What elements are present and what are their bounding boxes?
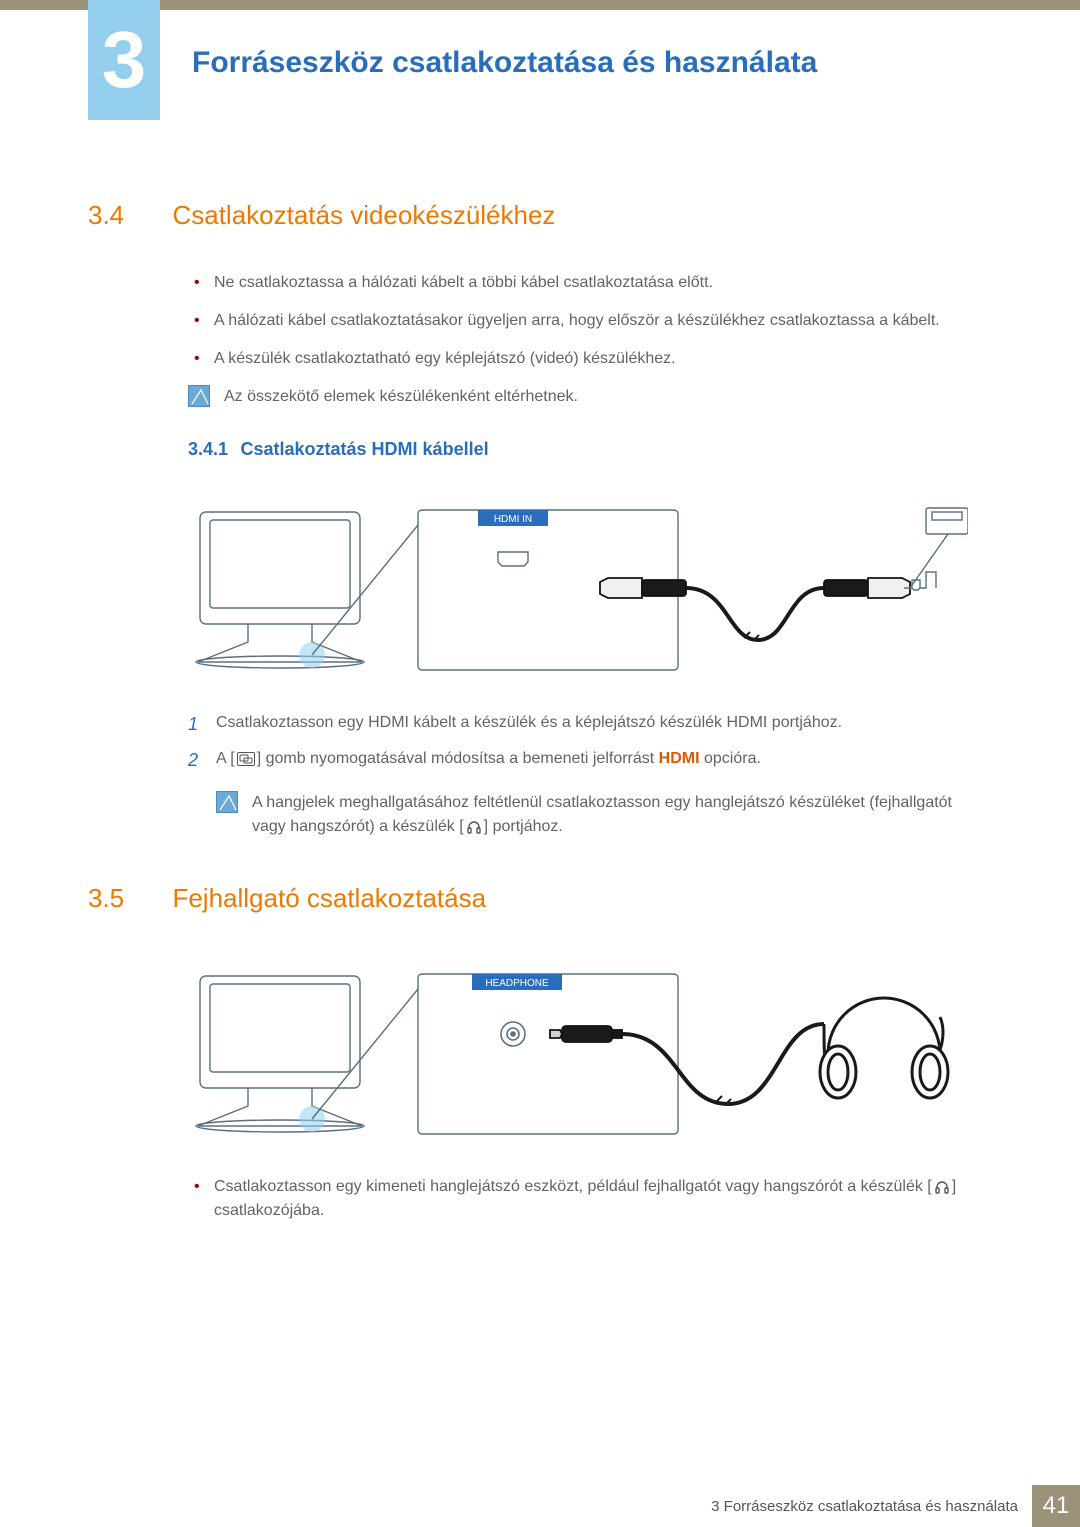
hdmi-diagram: HDMI IN bbox=[188, 490, 990, 685]
bullet-list: Ne csatlakoztassa a hálózati kábelt a tö… bbox=[88, 271, 990, 371]
section-number: 3.5 bbox=[88, 883, 168, 914]
list-item: Ne csatlakoztassa a hálózati kábelt a tö… bbox=[188, 271, 990, 295]
bullet-text-part: Csatlakoztasson egy kimeneti hanglejátsz… bbox=[214, 1178, 932, 1195]
note-row: A hangjelek meghallgatásához feltétlenül… bbox=[88, 791, 990, 839]
page-footer: 3 Forráseszköz csatlakoztatása és haszná… bbox=[0, 1485, 1080, 1527]
chapter-number-box: 3 bbox=[88, 0, 160, 120]
section-3-5-heading: 3.5 Fejhallgató csatlakoztatása bbox=[88, 883, 990, 914]
note-icon bbox=[188, 385, 210, 407]
step-item: 2 A [ ] gomb nyomogatásával módosítsa a b… bbox=[188, 747, 990, 771]
list-item: A hálózati kábel csatlakoztatásakor ügye… bbox=[188, 309, 990, 333]
subsection-number: 3.4.1 bbox=[188, 439, 228, 460]
headphone-port-label: HEADPHONE bbox=[485, 978, 549, 989]
chapter-title: Forráseszköz csatlakoztatása és használa… bbox=[88, 20, 1080, 80]
list-item: Csatlakoztasson egy kimeneti hanglejátsz… bbox=[188, 1175, 990, 1223]
source-button-icon bbox=[237, 752, 255, 766]
hdmi-label: HDMI bbox=[659, 750, 700, 767]
headphone-icon bbox=[466, 819, 482, 835]
subsection-title: Csatlakoztatás HDMI kábellel bbox=[241, 439, 489, 459]
footer-page-number: 41 bbox=[1032, 1485, 1080, 1527]
step-text-part: A [ bbox=[216, 750, 235, 767]
step-item: 1 Csatlakoztasson egy HDMI kábelt a kész… bbox=[188, 711, 990, 735]
note-row: Az összekötő elemek készülékenként eltér… bbox=[88, 385, 990, 409]
bullet-list: Csatlakoztasson egy kimeneti hanglejátsz… bbox=[88, 1175, 990, 1223]
headphone-icon bbox=[934, 1179, 950, 1195]
subsection-3-4-1-heading: 3.4.1 Csatlakoztatás HDMI kábellel bbox=[88, 439, 990, 460]
step-number: 1 bbox=[188, 711, 198, 738]
hdmi-port-label: HDMI IN bbox=[494, 514, 532, 525]
step-text: Csatlakoztasson egy HDMI kábelt a készül… bbox=[216, 714, 842, 731]
section-title: Fejhallgató csatlakoztatása bbox=[172, 883, 486, 913]
step-text-part: ] gomb nyomogatásával módosítsa a bemene… bbox=[257, 750, 659, 767]
chapter-header: 3 Forráseszköz csatlakoztatása és haszná… bbox=[0, 0, 1080, 120]
headphone-diagram: HEADPHONE bbox=[188, 954, 990, 1149]
footer-text: 3 Forráseszköz csatlakoztatása és haszná… bbox=[711, 1485, 1032, 1527]
section-number: 3.4 bbox=[88, 200, 168, 231]
chapter-number: 3 bbox=[102, 14, 147, 106]
section-title: Csatlakoztatás videokészülékhez bbox=[172, 200, 555, 230]
step-number: 2 bbox=[188, 747, 198, 774]
note-text: Az összekötő elemek készülékenként eltér… bbox=[224, 385, 578, 409]
note-text: A hangjelek meghallgatásához feltétlenül… bbox=[252, 791, 990, 839]
note-text-part: ] portjához. bbox=[484, 818, 563, 835]
section-3-4-heading: 3.4 Csatlakoztatás videokészülékhez bbox=[88, 200, 990, 231]
list-item: A készülék csatlakoztatható egy képleját… bbox=[188, 347, 990, 371]
note-icon bbox=[216, 791, 238, 813]
step-text-part: opcióra. bbox=[700, 750, 761, 767]
note-text-part: A hangjelek meghallgatásához feltétlenül… bbox=[252, 794, 952, 835]
numbered-steps: 1 Csatlakoztasson egy HDMI kábelt a kész… bbox=[88, 711, 990, 771]
